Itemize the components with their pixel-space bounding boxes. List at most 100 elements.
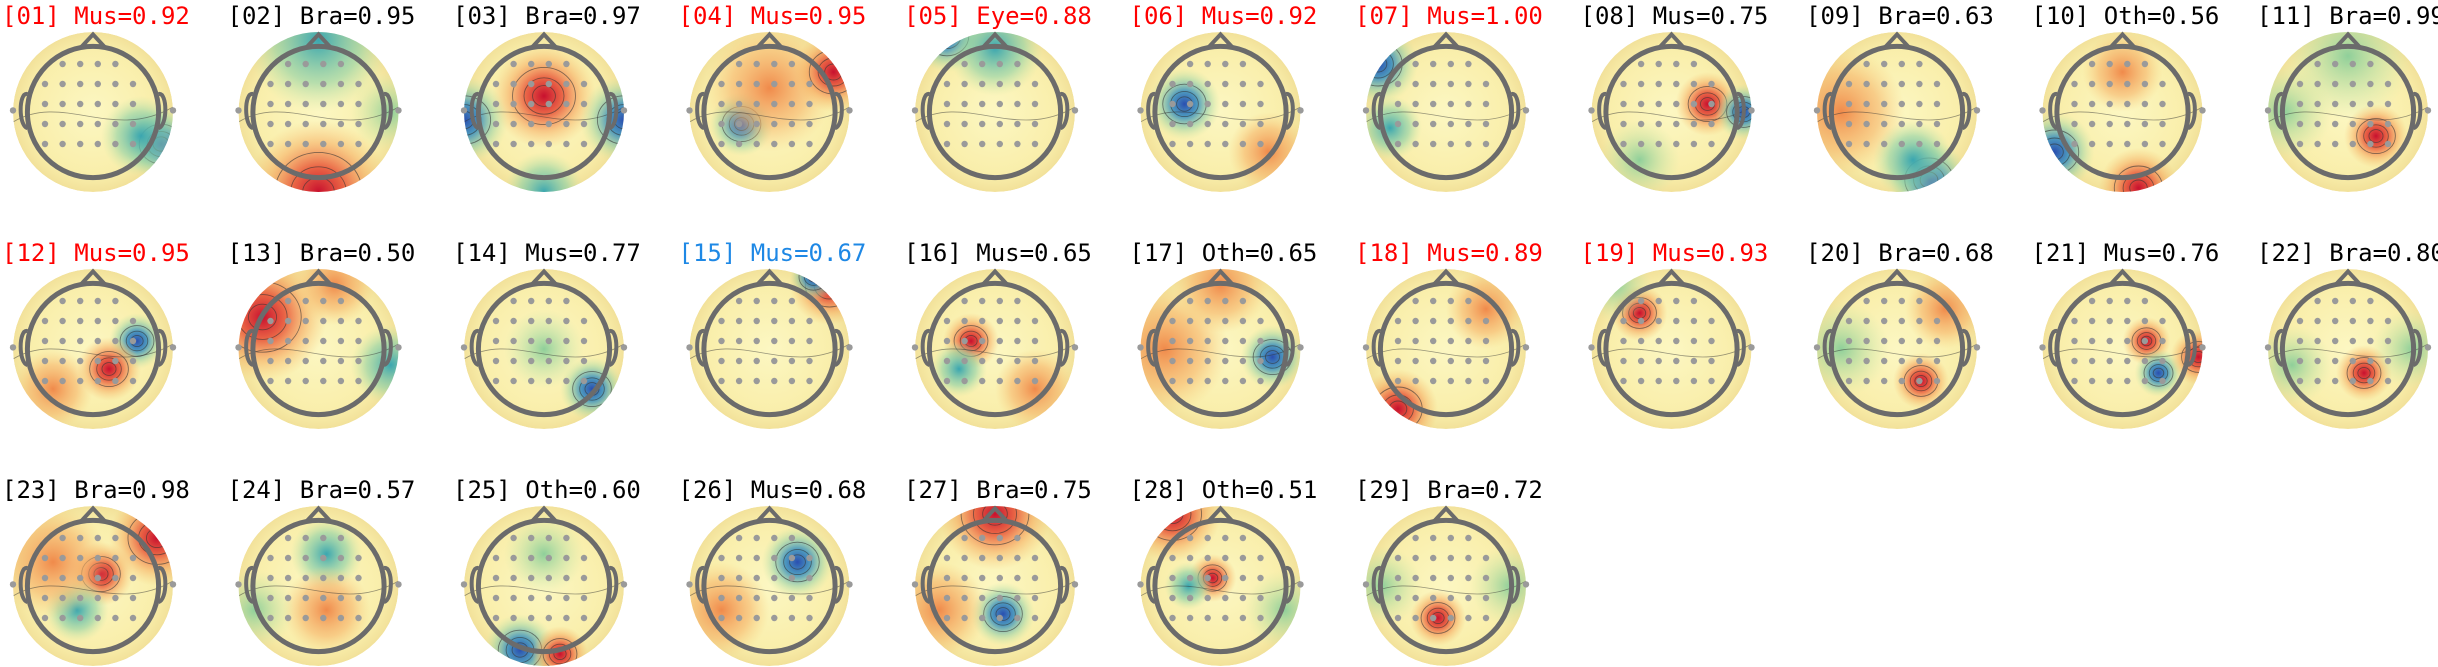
electrode [1655,357,1662,365]
electrode [686,581,693,588]
electrode [41,100,49,108]
electrode [1655,377,1662,385]
electrode [1412,100,1419,108]
electrode [979,100,986,108]
electrode [545,594,552,602]
electrode [129,574,137,582]
electrode [1482,120,1490,128]
head-outline [24,517,162,655]
electrode [788,377,796,385]
electrode [94,554,102,562]
electrode [1222,534,1229,542]
electrode [302,594,309,602]
nose [1207,268,1234,286]
electrode [2349,80,2356,88]
electrode [77,594,84,602]
contour [972,506,1018,535]
electrode [1204,554,1211,562]
electrode [1031,554,1039,562]
electrode [2141,140,2149,148]
electrode [41,614,49,622]
electrode [1690,297,1698,305]
electrode [1447,534,1455,542]
ear [1371,329,1382,367]
electrode [1620,140,1627,148]
electrode [2349,140,2356,148]
contour [238,294,288,340]
electrode [1916,357,1923,365]
component: [26] Mus=0.68 [679,476,866,666]
electrode [1430,140,1437,148]
electrode [510,534,517,542]
electrode [563,554,570,562]
electrode [1863,120,1870,128]
electrode [545,574,552,582]
electrode [2384,120,2392,128]
electrode [961,80,968,88]
electrode [1239,337,1247,345]
electrode [2314,317,2321,325]
electrode [1031,574,1039,582]
electrode [1031,140,1039,148]
electrode [1297,344,1304,351]
electrode [492,140,500,148]
electrode [846,107,853,114]
electrode [2159,357,2166,365]
electrode [1239,100,1247,108]
electrode [943,614,951,622]
electrode [460,344,468,351]
ear [833,92,844,130]
electrode [59,317,66,325]
electrode [961,297,968,305]
electrode [1655,80,1662,88]
electrode [2124,60,2131,68]
electrode [2141,60,2149,68]
electrode [320,100,327,108]
electrode [1863,357,1870,365]
electrode [718,377,725,385]
contour [1140,343,1301,360]
nose [79,31,107,49]
ear [2048,329,2059,367]
electrode [563,574,570,582]
electrode [77,377,84,385]
electrode [2106,357,2113,365]
head-outline [475,43,613,181]
electrode [1447,337,1455,345]
electrode [112,377,119,385]
electrode [302,317,309,325]
electrode [112,297,119,305]
topomap [689,506,850,666]
contour [1161,506,1184,525]
electrode [961,317,968,325]
electrode [320,317,327,325]
electrode [545,534,552,542]
electrode [1222,140,1229,148]
electrode [1031,120,1039,128]
ear [1371,566,1382,604]
electrode [77,60,84,68]
electrode [1204,80,1211,88]
electrode [996,357,1003,365]
electrode [1297,107,1304,114]
electrode [2332,60,2339,68]
electrode [1655,140,1662,148]
component-label: [20] Bra=0.68 [1806,239,1994,267]
electrode [1916,297,1923,305]
electrode [492,80,500,88]
electrode [1257,377,1264,385]
electrode [545,80,552,88]
electrode [1482,337,1490,345]
electrode [686,344,693,351]
electrode [1412,297,1419,305]
electrode [337,100,345,108]
electrode [1588,107,1595,114]
contour [572,370,612,408]
electrode [771,297,778,305]
electrode [1014,357,1021,365]
component: [20] Bra=0.68 [1806,239,1994,429]
electrode [1465,337,1472,345]
electrode [580,357,588,365]
electrode [1204,357,1211,365]
blob [484,614,556,666]
